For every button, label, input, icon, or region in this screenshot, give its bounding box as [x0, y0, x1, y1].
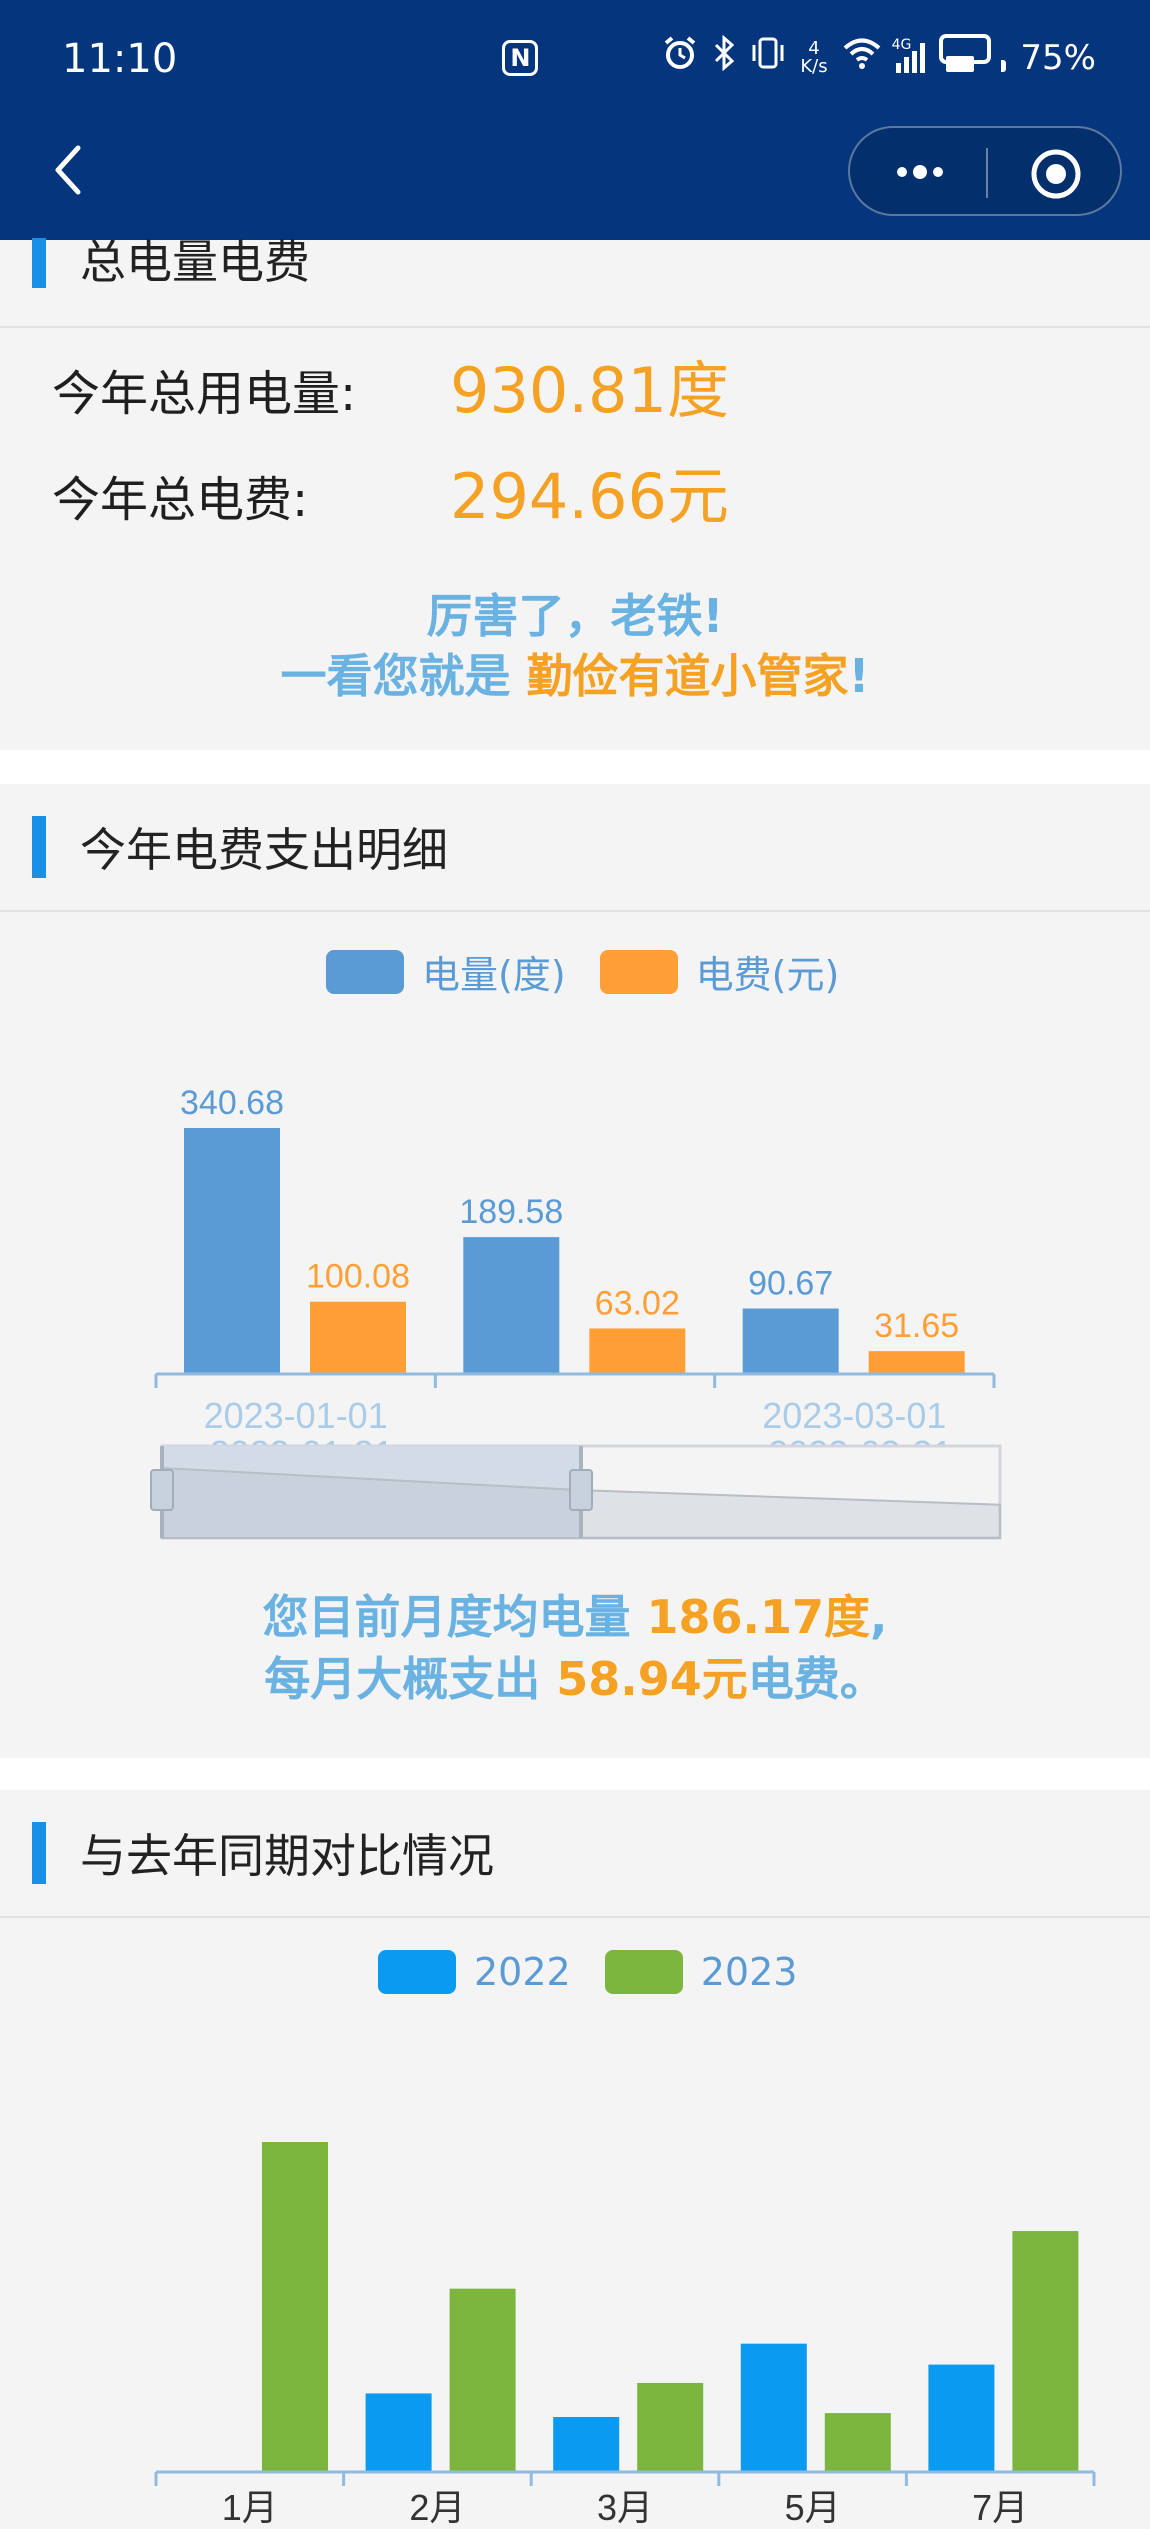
summary-line-2: 每月大概支出 58.94元电费。	[0, 1648, 1150, 1710]
mini-program-capsule	[848, 126, 1122, 216]
praise-line-1: 厉害了，老铁!	[426, 589, 724, 643]
battery-percent: 75%	[1020, 37, 1096, 78]
praise-line-2: 一看您就是 勤俭有道小管家!	[0, 640, 1150, 706]
target-icon[interactable]	[1030, 148, 1082, 200]
legend-swatch-2023[interactable]	[604, 1950, 683, 1994]
bar-value-label: 189.58	[459, 1193, 563, 1231]
praise-suffix: !	[848, 649, 870, 703]
bar-2023-4[interactable]	[1012, 2231, 1079, 2472]
compare-bar-chart: 1月 2月 3月 5月 7月	[154, 2142, 1096, 2528]
card-divider	[0, 326, 1150, 328]
net-speed-value: 4	[808, 37, 820, 59]
signal-icon: 4G	[892, 37, 925, 73]
bar-value-label: 31.65	[874, 1307, 959, 1345]
app-header: 11:10 N 4 K/s 4G 75%	[0, 0, 1150, 240]
bar-2023-3[interactable]	[824, 2413, 891, 2472]
x-tick-label: 1月	[222, 2487, 278, 2528]
praise-prefix: 一看您就是	[280, 649, 527, 703]
summary-line-1: 您目前月度均电量 186.17度,	[0, 1586, 1150, 1648]
x-tick-label: 3月	[597, 2487, 653, 2528]
bar-2022-2[interactable]	[553, 2417, 620, 2472]
summary-prefix: 您目前月度均电量	[262, 1590, 647, 1644]
legend-swatch-2022[interactable]	[378, 1950, 456, 1994]
bar-value-label: 340.68	[180, 1084, 284, 1122]
legend-label-fee[interactable]: 电费(元)	[695, 953, 840, 997]
card-title: 与去年同期对比情况	[80, 1829, 494, 1883]
zoom-handle-start[interactable]	[150, 1469, 174, 1511]
praise-highlight: 勤俭有道小管家	[526, 649, 849, 703]
x-tick-label: 7月	[972, 2487, 1028, 2528]
bar-value-label: 90.67	[748, 1265, 833, 1303]
summary-line2-suffix: 电费。	[747, 1652, 886, 1706]
legend-label-2023[interactable]: 2023	[700, 1950, 798, 1994]
x-tick-label: 2023-01-01	[204, 1395, 388, 1436]
detail-card: 今年电费支出明细 电量(度) 电费(元) 340.68 100.08 189.58 6…	[0, 784, 1150, 1758]
compare-legend: 2022 2023	[378, 1950, 797, 1994]
x-tick-label: 5月	[785, 2487, 841, 2528]
bar-value-label: 63.02	[595, 1284, 680, 1322]
bar-2023-0[interactable]	[262, 2142, 328, 2472]
bar-value-label: 100.08	[306, 1258, 410, 1296]
compare-bars	[262, 2142, 1079, 2472]
status-icons: N 4 K/s 4G 75%	[502, 34, 1096, 81]
battery-fill	[945, 56, 975, 72]
x-tick-label: 2月	[409, 2487, 465, 2528]
zoom-selection[interactable]	[162, 1446, 581, 1538]
bar-2023-1[interactable]	[449, 2288, 516, 2472]
compare-x-axis: 1月 2月 3月 5月 7月	[154, 2470, 1096, 2528]
battery-icon	[938, 34, 1007, 81]
bar-2022-3[interactable]	[740, 2343, 807, 2472]
more-icon[interactable]	[890, 152, 950, 192]
legend-swatch-electricity[interactable]	[326, 949, 404, 994]
card-accent-bar	[32, 1822, 46, 1884]
bar-2022-4[interactable]	[928, 2364, 995, 2472]
bar-2022-1[interactable]	[365, 2393, 432, 2472]
network-type: 4G	[891, 36, 912, 53]
detail-bars: 340.68 100.08 189.58 63.02 90.67 31.65	[180, 1084, 965, 1374]
back-icon[interactable]	[48, 140, 88, 200]
bar-fee-0[interactable]	[310, 1301, 406, 1374]
net-speed: 4 K/s	[800, 37, 828, 77]
monthly-summary: 您目前月度均电量 186.17度, 每月大概支出 58.94元电费。	[0, 1586, 1150, 1710]
bar-electricity-0[interactable]	[184, 1128, 280, 1374]
capsule-divider	[986, 148, 988, 198]
compare-card: 与去年同期对比情况 2022 2023 1月 2月 3月 5月 7月	[0, 1790, 1150, 2529]
bar-electricity-1[interactable]	[463, 1237, 560, 1374]
card-title: 今年电费支出明细	[80, 823, 448, 877]
summary-line2-prefix: 每月大概支出	[264, 1652, 557, 1706]
bar-fee-2[interactable]	[868, 1351, 965, 1374]
legend-label-electricity[interactable]: 电量(度)	[422, 953, 566, 997]
total-fee-label: 今年总电费:	[52, 472, 309, 528]
card-accent-bar	[32, 238, 46, 288]
nfc-icon: N	[502, 39, 539, 76]
bar-2023-2[interactable]	[637, 2382, 704, 2472]
wifi-icon	[842, 35, 882, 80]
card-divider	[0, 1916, 1150, 1918]
alarm-icon	[662, 35, 698, 80]
total-card: 总电量电费 今年总用电量: 930.81度 今年总电费: 294.66元 厉害了…	[0, 235, 1150, 750]
zoom-handle-end[interactable]	[569, 1469, 593, 1511]
total-fee-value: 294.66元	[450, 460, 729, 533]
detail-legend: 电量(度) 电费(元)	[326, 944, 839, 999]
status-time: 11:10	[62, 36, 178, 82]
legend-label-2022[interactable]: 2022	[474, 1950, 571, 1994]
summary-avg-usage: 186.17度	[646, 1590, 871, 1644]
summary-mid: ,	[870, 1590, 888, 1644]
vibrate-icon	[750, 35, 786, 80]
card-divider	[0, 910, 1150, 912]
total-usage-value: 930.81度	[450, 354, 729, 427]
net-speed-unit: K/s	[800, 55, 828, 77]
data-zoom-slider[interactable]	[150, 1444, 1002, 1540]
detail-bar-chart: 340.68 100.08 189.58 63.02 90.67 31.65 2023-0…	[150, 1084, 1002, 1540]
legend-swatch-fee[interactable]	[599, 949, 678, 994]
total-usage-label: 今年总用电量:	[52, 366, 357, 422]
x-tick-label: 2023-03-01	[762, 1395, 946, 1436]
bluetooth-icon	[712, 34, 736, 80]
bar-fee-1[interactable]	[589, 1328, 686, 1374]
summary-avg-fee: 58.94元	[556, 1652, 748, 1706]
bar-electricity-2[interactable]	[742, 1308, 839, 1374]
card-title: 总电量电费	[80, 235, 310, 289]
card-accent-bar	[32, 816, 46, 878]
